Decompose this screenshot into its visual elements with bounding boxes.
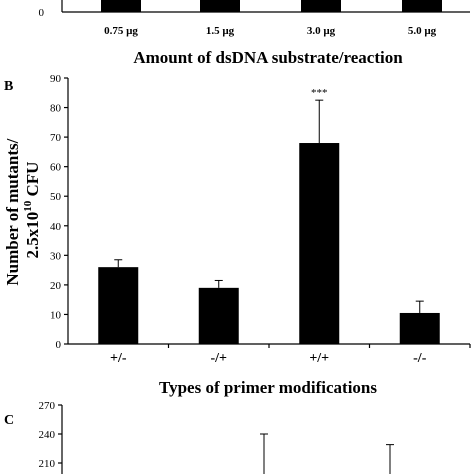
panel-b-category-label: +/+ <box>309 351 329 366</box>
panel-c-y-tick-label: 240 <box>39 429 56 441</box>
panel-c: C 270 240 210 <box>4 400 394 474</box>
panel-a-y-tick-0: 0 <box>39 7 45 19</box>
panel-a-bar-2 <box>200 0 240 12</box>
panel-b: B Number of mutants/ 2.5x1010 CFU 010203… <box>3 73 471 397</box>
panel-b-y-tick-label: 30 <box>50 250 62 262</box>
panel-a: 0 0.75 µg 1.5 µg 3.0 µg 5.0 µg Amount of… <box>39 0 470 67</box>
panel-b-y-axis-title-exponent: 10 <box>22 200 34 212</box>
panel-b-y-tick-label: 90 <box>50 73 62 85</box>
panel-b-y-tick-label: 20 <box>50 280 62 292</box>
panel-b-bar <box>98 267 139 344</box>
panel-c-marks <box>260 433 394 474</box>
panel-b-category-label: +/- <box>110 351 127 366</box>
panel-b-bar <box>399 312 440 344</box>
panel-b-y-tick-label: 50 <box>50 191 62 203</box>
panel-c-letter: C <box>4 413 14 428</box>
panel-b-y-tick-label: 0 <box>56 339 62 351</box>
panel-a-category-1: 0.75 µg <box>104 25 138 37</box>
panel-b-y-axis-title-line1: Number of mutants/ <box>3 138 22 285</box>
panel-b-y-axis-title-unit: CFU <box>23 162 42 201</box>
panel-b-x-axis-title: Types of primer modifications <box>159 378 377 397</box>
panel-b-bar <box>299 143 340 344</box>
panel-a-category-4: 5.0 µg <box>408 25 437 37</box>
panel-b-category-label: -/+ <box>210 351 227 366</box>
panel-b-categories: +/- -/+ +/+ -/- <box>110 344 471 366</box>
panel-a-bar-4 <box>402 0 442 12</box>
panel-b-y-tick-label: 80 <box>50 103 62 115</box>
panel-b-y-ticks: 0 10 20 30 40 50 60 70 80 90 <box>50 73 68 351</box>
panel-a-bar-1 <box>101 0 141 12</box>
panel-b-category-label: -/- <box>413 351 427 366</box>
panel-a-category-3: 3.0 µg <box>307 25 336 37</box>
panel-b-y-tick-label: 60 <box>50 162 62 174</box>
panel-b-significance-label: *** <box>311 87 328 99</box>
panel-a-x-axis-title: Amount of dsDNA substrate/reaction <box>133 48 403 67</box>
panel-b-y-tick-label: 40 <box>50 221 62 233</box>
panel-b-y-tick-label: 70 <box>50 132 62 144</box>
panel-c-y-ticks: 270 240 210 <box>39 400 62 470</box>
panel-c-y-tick-label: 270 <box>39 400 56 412</box>
panel-b-bar <box>198 287 239 344</box>
panel-b-y-axis-title-line2: 2.5x1010 CFU <box>22 162 42 259</box>
panel-c-y-tick-label: 210 <box>39 458 56 470</box>
panel-b-marks: *** <box>98 87 440 344</box>
panel-b-y-axis-title-base: 2.5x10 <box>23 212 42 259</box>
panel-b-y-tick-label: 10 <box>50 309 62 321</box>
panel-b-letter: B <box>4 79 13 94</box>
panel-a-category-2: 1.5 µg <box>206 25 235 37</box>
panel-b-y-axis-title: Number of mutants/ 2.5x1010 CFU <box>3 134 42 285</box>
panel-a-bar-3 <box>301 0 341 12</box>
